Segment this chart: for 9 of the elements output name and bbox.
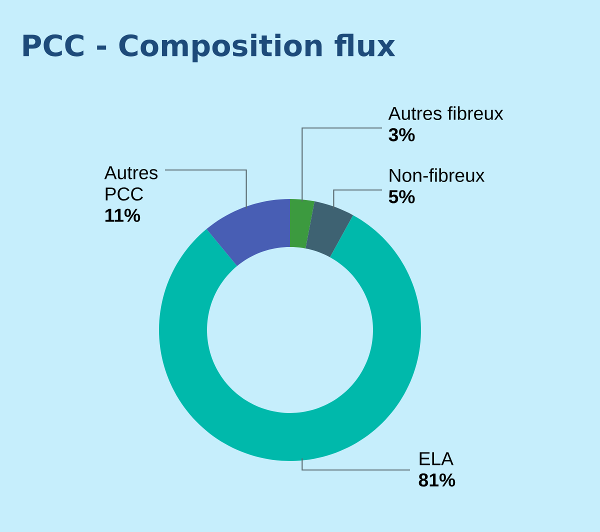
- data-label: 5%: [388, 190, 415, 204]
- chart-title: PCC - Composition flux: [23, 34, 396, 62]
- data-label: 11%: [105, 208, 140, 222]
- slice-label: Autres fibreux: [388, 106, 504, 120]
- slice-label: Autres PCC: [104, 166, 158, 201]
- data-label: 81%: [418, 473, 456, 487]
- data-label: 3%: [388, 128, 415, 142]
- slice-label: Non-fibreux: [390, 168, 485, 182]
- slice-label: ELA: [420, 452, 454, 466]
